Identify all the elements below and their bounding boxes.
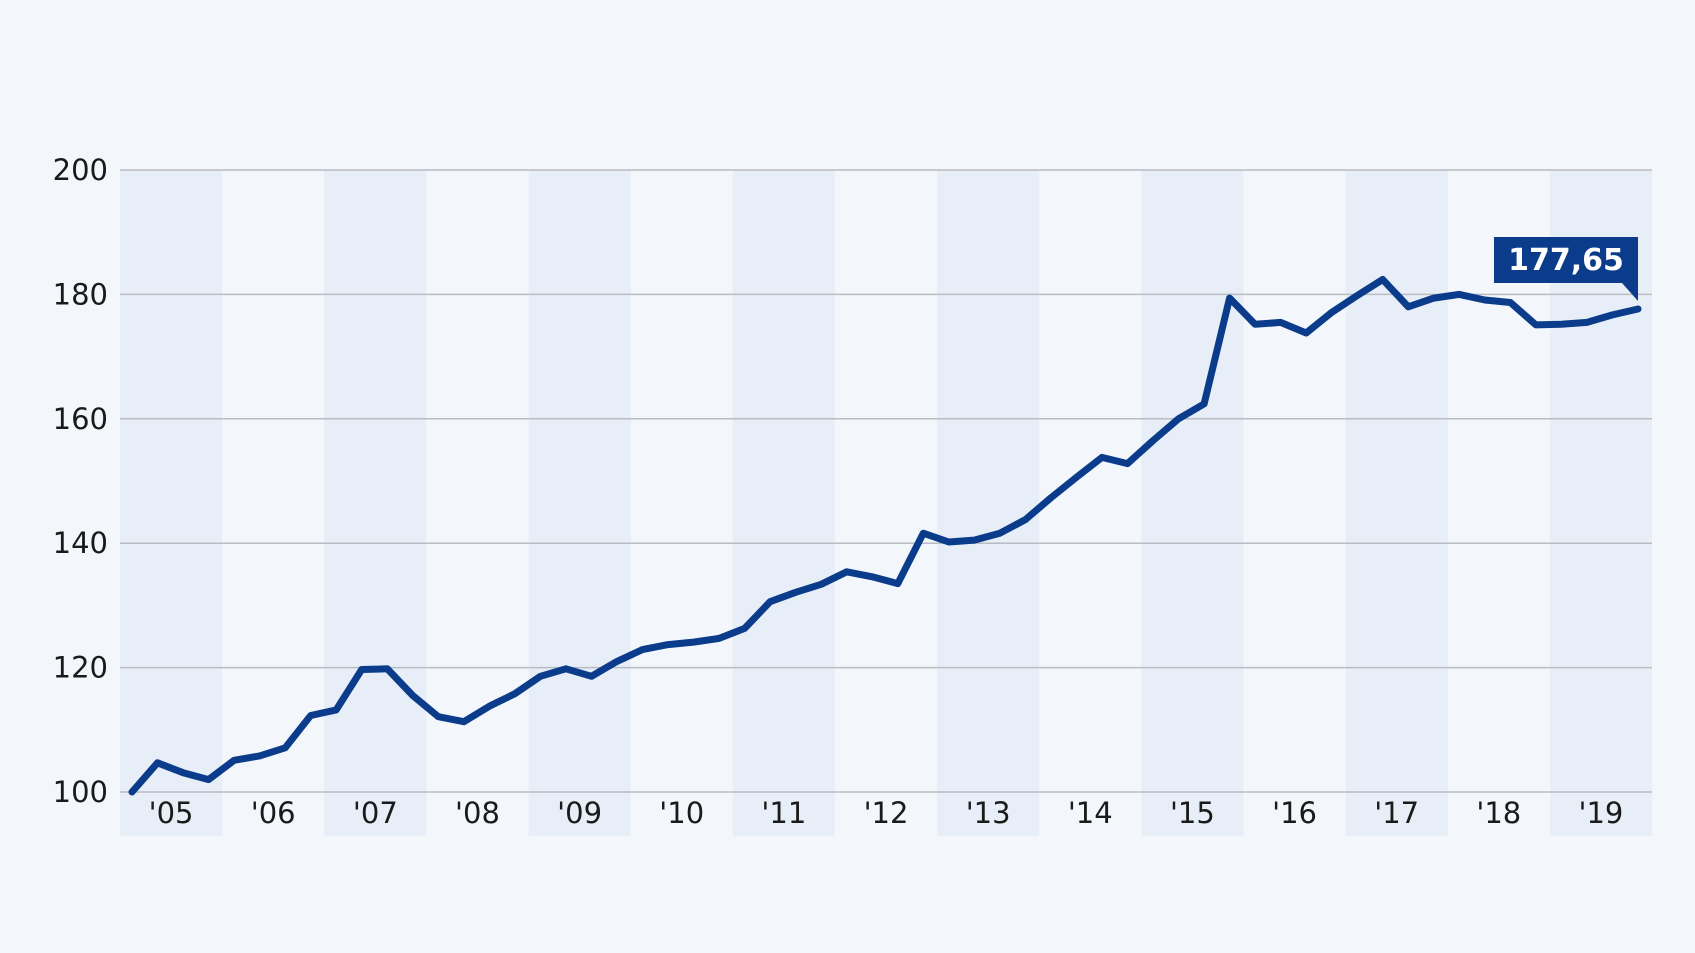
x-tick-label: '09 <box>557 796 602 830</box>
x-tick-label: '14 <box>1068 796 1113 830</box>
series-line <box>128 276 1642 796</box>
y-tick-label: 120 <box>53 651 108 685</box>
year-band <box>1345 170 1448 836</box>
series-layer <box>128 276 1642 796</box>
year-band <box>732 170 835 836</box>
year-band <box>528 170 631 836</box>
year-band <box>324 170 427 836</box>
callout-pointer <box>1622 283 1638 302</box>
y-axis-ticks: 100 120 140 160 180 200 <box>53 153 108 809</box>
x-tick-label: '13 <box>966 796 1011 830</box>
x-tick-label: '11 <box>761 796 806 830</box>
y-tick-label: 100 <box>53 775 108 809</box>
y-tick-label: 140 <box>53 526 108 560</box>
x-tick-label: '07 <box>353 796 398 830</box>
x-tick-label: '18 <box>1476 796 1521 830</box>
x-tick-label: '17 <box>1374 796 1419 830</box>
year-band <box>937 170 1040 836</box>
year-bands <box>120 170 1652 836</box>
y-tick-label: 200 <box>53 153 108 187</box>
callout-value-label: 177,65 <box>1508 243 1624 278</box>
year-band <box>1141 170 1244 836</box>
x-tick-label: '10 <box>659 796 704 830</box>
value-callout: 177,65 <box>1494 237 1638 302</box>
x-tick-label: '08 <box>455 796 500 830</box>
x-tick-label: '12 <box>864 796 909 830</box>
x-tick-label: '19 <box>1578 796 1623 830</box>
x-axis-ticks: '05 '06 '07 '08 '09 '10 '11 '12 '13 '14 '15 '16 '17 '… <box>149 796 1624 830</box>
callout-box <box>1494 237 1638 283</box>
x-tick-label: '16 <box>1272 796 1317 830</box>
y-tick-label: 160 <box>53 402 108 436</box>
y-tick-label: 180 <box>53 277 108 311</box>
x-tick-label: '05 <box>149 796 194 830</box>
x-tick-label: '15 <box>1170 796 1215 830</box>
x-tick-label: '06 <box>251 796 296 830</box>
year-band <box>120 170 223 836</box>
